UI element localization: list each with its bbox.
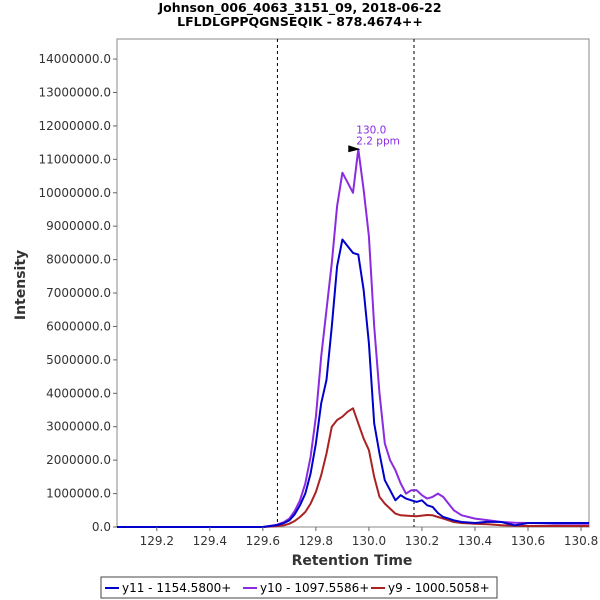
- series-line: [117, 238, 589, 528]
- x-tick-label: 129.2: [140, 534, 174, 548]
- plot-frame: [116, 38, 590, 528]
- x-tick-label: 129.4: [193, 534, 227, 548]
- legend-entry: y9 - 1000.5058+: [388, 581, 490, 595]
- x-tick-label: 130.0: [352, 534, 386, 548]
- y-tick-label: 14000000.0: [38, 52, 111, 66]
- series-lines: [117, 148, 589, 528]
- legend: y11 - 1154.5800+ y10 - 1097.5586+ y9 - 100…: [100, 576, 498, 599]
- chart-title: Johnson_006_4063_3151_09, 2018-06-22: [157, 0, 441, 16]
- x-tick-label: 130.2: [405, 534, 439, 548]
- y-tick-label: 0.0: [92, 520, 111, 534]
- y-tick-label: 6000000.0: [46, 319, 111, 333]
- y-tick-label: 5000000.0: [46, 353, 111, 367]
- peak-annotation: 130.02.2 ppm: [348, 124, 400, 153]
- y-tick-label: 4000000.0: [46, 386, 111, 400]
- legend-entry: y10 - 1097.5586+: [260, 581, 369, 595]
- y-tick-label: 10000000.0: [38, 186, 111, 200]
- x-axis-label: Retention Time: [292, 553, 413, 569]
- y-tick-label: 3000000.0: [46, 420, 111, 434]
- y-axis-label: Intensity: [13, 250, 29, 320]
- x-tick-label: 130.6: [511, 534, 545, 548]
- legend-entry: y11 - 1154.5800+: [122, 581, 231, 595]
- x-tick-label: 130.8: [564, 534, 598, 548]
- x-tick-label: 130.4: [458, 534, 492, 548]
- series-line: [117, 148, 589, 528]
- series-line: [117, 407, 589, 528]
- x-tick-label: 129.8: [299, 534, 333, 548]
- x-tick-label: 129.6: [246, 534, 280, 548]
- y-tick-label: 8000000.0: [46, 253, 111, 267]
- x-axis: 129.2 129.4 129.6 129.8 130.0 130.2 130.4 130.6…: [140, 527, 598, 548]
- apex-ppm-label: 2.2 ppm: [356, 135, 400, 147]
- apex-rt-label: 130.0: [356, 124, 386, 136]
- y-tick-label: 12000000.0: [38, 119, 111, 133]
- y-tick-label: 1000000.0: [46, 487, 111, 501]
- plot-area: 130.02.2 ppm: [116, 38, 590, 528]
- chart-subtitle: LFLDLGPPQGNSEQIK - 878.4674++: [177, 14, 423, 29]
- legend-frame: [100, 576, 498, 599]
- y-tick-label: 2000000.0: [46, 453, 111, 467]
- y-tick-label: 7000000.0: [46, 286, 111, 300]
- y-tick-label: 13000000.0: [38, 85, 111, 99]
- y-axis: 0.0 1000000.0 2000000.0 3000000.0 4000000.0 5…: [38, 52, 117, 534]
- y-tick-label: 9000000.0: [46, 219, 111, 233]
- y-tick-label: 11000000.0: [38, 152, 111, 166]
- apex-marker: [348, 145, 361, 153]
